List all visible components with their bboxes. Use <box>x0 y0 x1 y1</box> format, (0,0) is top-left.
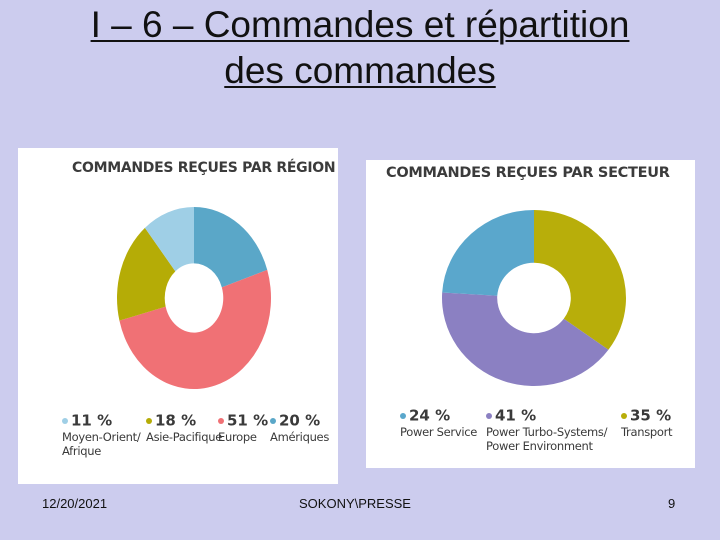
slide-title: I – 6 – Commandes et répartition des com… <box>0 2 720 94</box>
legend-label: Moyen-Orient/ Afrique <box>62 429 141 458</box>
donut-slice-asie-pacifique <box>117 227 176 321</box>
legend-dot <box>486 412 492 419</box>
legend-label: Power Service <box>400 424 478 439</box>
donut-slice-moyen-orient-afrique <box>144 207 194 272</box>
legend-dot <box>400 412 406 419</box>
legend-percent: 18 % <box>155 411 197 430</box>
footer-date: 12/20/2021 <box>42 496 108 511</box>
footer-center-text: SOKONY\PRESSE <box>299 496 411 511</box>
legend-label: Europe <box>218 429 257 444</box>
legend-dot <box>62 417 68 424</box>
sector-legend-power-turbo-systems: 41 % Power Turbo-Systems/ Power Environm… <box>486 405 607 453</box>
donut-slice-transport <box>534 210 626 350</box>
sector-chart-title: COMMANDES REÇUES PAR SECTEUR <box>386 165 670 181</box>
donut-slice-europe <box>119 269 271 390</box>
region-donut-chart <box>117 207 271 390</box>
legend-label: Power Turbo-Systems/ Power Environment <box>486 424 608 453</box>
legend-percent: 24 % <box>409 406 451 425</box>
donut-slice-am-riques <box>194 207 268 288</box>
sector-legend-transport: 35 % Transport <box>621 405 673 439</box>
legend-dot <box>218 417 224 424</box>
legend-label: Asie-Pacifique <box>146 429 222 444</box>
legend-dot <box>146 417 152 424</box>
region-legend-asia-pacific: 18 % Asie-Pacifique <box>146 410 222 444</box>
donut-slice-power-turbo-systems-power-environment <box>442 292 609 386</box>
legend-percent: 41 % <box>495 406 537 425</box>
legend-label: Amériques <box>270 429 330 444</box>
region-chart-title: COMMANDES REÇUES PAR RÉGION <box>72 160 336 176</box>
legend-label: Transport <box>621 424 673 439</box>
slide-title-line1: I – 6 – Commandes et répartition <box>90 4 630 45</box>
legend-dot <box>270 417 276 424</box>
region-legend-americas: 20 % Amériques <box>270 410 329 444</box>
legend-percent: 51 % <box>227 411 269 430</box>
region-legend-europe: 51 % Europe <box>218 410 268 444</box>
legend-percent: 35 % <box>630 406 672 425</box>
region-chart-panel: COMMANDES REÇUES PAR RÉGION 11 % Moyen-O… <box>18 148 338 484</box>
legend-percent: 20 % <box>279 411 321 430</box>
sector-legend-power-service: 24 % Power Service <box>400 405 477 439</box>
sector-chart-panel: COMMANDES REÇUES PAR SECTEUR 24 % Power … <box>366 160 695 468</box>
footer-page-number: 9 <box>668 496 676 511</box>
donut-slice-power-service <box>442 210 534 296</box>
slide-title-line2: des commandes <box>224 50 496 91</box>
sector-donut-chart <box>442 210 626 386</box>
region-legend-middle-east-africa: 11 % Moyen-Orient/ Afrique <box>62 410 141 458</box>
legend-percent: 11 % <box>71 411 113 430</box>
legend-dot <box>621 412 627 419</box>
